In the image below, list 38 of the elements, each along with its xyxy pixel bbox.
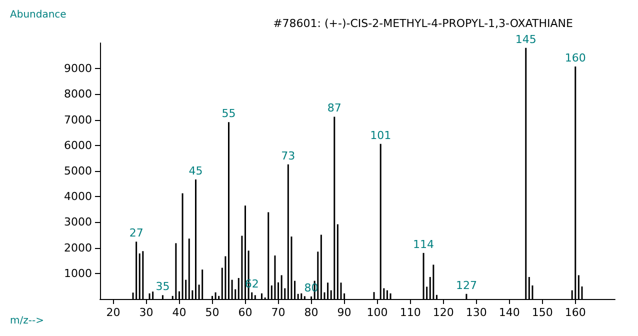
annotation: 55 bbox=[222, 107, 236, 120]
x-tick-label: 160 bbox=[564, 306, 586, 319]
x-tick-label: 140 bbox=[498, 306, 520, 319]
annotation: 114 bbox=[413, 238, 434, 251]
x-tick-label: 30 bbox=[139, 306, 154, 319]
x-tick-label: 120 bbox=[432, 306, 454, 319]
y-axis-title: Abundance bbox=[10, 10, 66, 20]
annotation: 160 bbox=[564, 52, 586, 65]
y-tick-label: 8000 bbox=[64, 88, 92, 101]
y-tick-label: 9000 bbox=[64, 62, 92, 76]
annotation: 101 bbox=[370, 128, 392, 142]
x-axis-title: m/z--> bbox=[10, 316, 44, 326]
annotation: 35 bbox=[156, 280, 170, 294]
x-tick-label: 50 bbox=[205, 306, 220, 319]
x-tick-label: 20 bbox=[106, 306, 120, 319]
y-tick-label: 4000 bbox=[64, 190, 92, 204]
y-tick-label: 6000 bbox=[64, 138, 92, 152]
x-tick-label: 110 bbox=[400, 306, 421, 319]
y-tick-label: 1000 bbox=[64, 266, 92, 280]
x-tick-label: 150 bbox=[532, 306, 553, 319]
x-tick-label: 70 bbox=[271, 306, 286, 319]
x-tick-label: 40 bbox=[172, 306, 186, 319]
annotation: 73 bbox=[281, 149, 296, 162]
annotation: 127 bbox=[456, 278, 477, 292]
x-tick-label: 60 bbox=[238, 306, 252, 319]
x-tick-label: 100 bbox=[366, 306, 388, 319]
annotation: 27 bbox=[129, 226, 144, 240]
x-tick-label: 80 bbox=[304, 306, 318, 319]
x-tick-label: 130 bbox=[466, 306, 487, 319]
chart-title: #78601: (+-)-CIS-2-METHYL-4-PROPYL-1,3-OXATHIANE bbox=[273, 17, 573, 30]
y-tick-label: 3000 bbox=[64, 216, 92, 229]
annotation: 45 bbox=[188, 164, 203, 178]
x-tick-label: 90 bbox=[337, 306, 352, 319]
annotation: 87 bbox=[327, 102, 342, 115]
y-tick-label: 2000 bbox=[64, 241, 92, 254]
y-tick-label: 5000 bbox=[64, 164, 92, 178]
annotation: 145 bbox=[515, 32, 536, 46]
y-tick-label: 7000 bbox=[64, 113, 92, 126]
